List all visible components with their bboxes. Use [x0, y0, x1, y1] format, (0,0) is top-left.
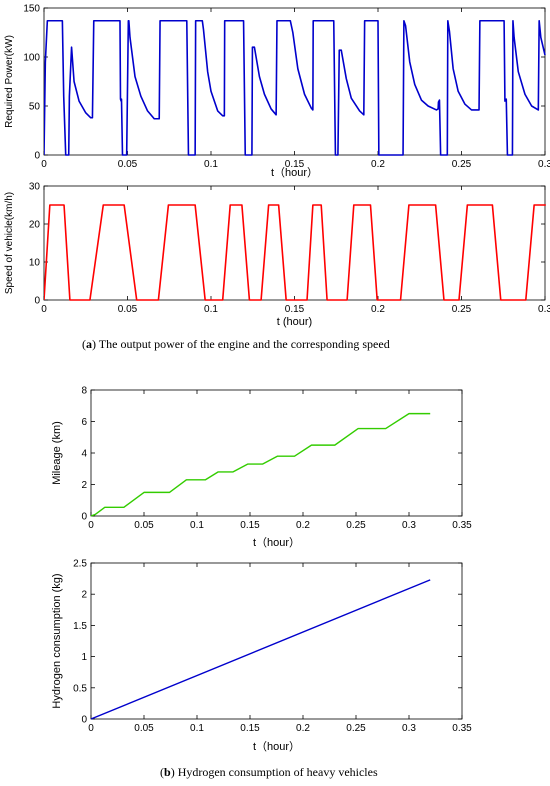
hydrogen-x-tick-label: 0.25 — [346, 723, 366, 734]
chart-speed: 0 0.05 0.1 0.15 0.2 0.25 0.3 0 10 20 30 t (hour) Spe… — [4, 182, 550, 329]
mileage-x-tick-label: 0.25 — [346, 520, 366, 531]
power-series-line — [44, 19, 546, 156]
power-x-tick-label: 0.05 — [118, 159, 138, 170]
hydrogen-y-tick-label: 2.5 — [73, 559, 87, 570]
speed-x-tick-label: 0.25 — [452, 304, 472, 315]
speed-x-tick-label: 0.2 — [371, 304, 385, 315]
hydrogen-x-tick-label: 0.15 — [240, 723, 260, 734]
hydrogen-y-tick-label: 0 — [81, 715, 87, 726]
hydrogen-y-tick-label: 0.5 — [73, 683, 87, 694]
power-y-tick-label: 100 — [23, 53, 40, 64]
chart-mileage: 0 0.05 0.1 0.15 0.2 0.25 0.3 0.35 0 2 4 6 8 t（hour） Mi… — [51, 386, 472, 550]
power-x-tick-label: 0.25 — [452, 159, 472, 170]
hydrogen-y-tick-label: 1.5 — [73, 621, 87, 632]
speed-y-tick-label: 20 — [29, 220, 41, 231]
mileage-x-tick-label: 0.2 — [296, 520, 310, 531]
power-x-axis-label: t（hour） — [271, 166, 318, 179]
caption-a-text: The output power of the engine and the c… — [99, 337, 390, 351]
speed-y-tick-label: 30 — [29, 182, 41, 193]
caption-a-letter: a — [86, 337, 92, 351]
mileage-y-tick-label: 0 — [81, 512, 87, 523]
hydrogen-x-tick-label: 0.35 — [452, 723, 472, 734]
mileage-y-tick-label: 2 — [81, 480, 87, 491]
caption-b: (b) Hydrogen consumption of heavy vehicl… — [160, 765, 378, 779]
power-x-tick-label: 0 — [41, 159, 47, 170]
speed-x-tick-label: 0 — [41, 304, 47, 315]
hydrogen-series-line — [91, 579, 431, 720]
plots-layer: 0 0.05 0.1 0.15 0.2 0.25 0.3050100150t（hour）Re… — [4, 4, 550, 754]
power-y-axis-label: Required Power(kW) — [4, 35, 15, 128]
speed-x-tick-label: 0.05 — [118, 304, 138, 315]
mileage-x-tick-label: 0 — [88, 520, 94, 531]
speed-y-tick-label: 0 — [34, 296, 40, 307]
chart-power: 0 0.05 0.1 0.15 0.2 0.25 0.3 0 50 100 150 t（hour） Re… — [4, 4, 550, 180]
mileage-y-tick-label: 4 — [81, 449, 87, 460]
hydrogen-x-tick-label: 0 — [88, 723, 94, 734]
speed-x-tick-label: 0.3 — [538, 304, 550, 315]
hydrogen-x-tick-label: 0.1 — [190, 723, 204, 734]
mileage-y-tick-label: 6 — [81, 417, 87, 428]
speed-x-tick-label: 0.15 — [285, 304, 305, 315]
mileage-x-tick-label: 0.3 — [402, 520, 416, 531]
caption-b-letter: b — [164, 765, 171, 779]
power-axes-frame — [43, 7, 546, 156]
mileage-x-tick-label: 0.05 — [134, 520, 154, 531]
hydrogen-x-tick-label: 0.3 — [402, 723, 416, 734]
mileage-x-axis-label: t（hour） — [253, 536, 300, 549]
chart-hydrogen: 0 0.05 0.1 0.15 0.2 0.25 0.3 0.35 0 0.5 1 1.5 2 2.5 t（… — [51, 559, 472, 754]
speed-axes-frame — [43, 185, 546, 301]
mileage-x-tick-label: 0.15 — [240, 520, 260, 531]
hydrogen-y-tick-label: 1 — [81, 652, 87, 663]
caption-b-text: Hydrogen consumption of heavy vehicles — [178, 765, 378, 779]
speed-y-axis-label: Speed of vehicle(km/h) — [4, 192, 15, 294]
speed-x-axis-label: t (hour) — [277, 316, 312, 328]
mileage-y-tick-label: 8 — [81, 386, 87, 397]
power-y-tick-label: 0 — [34, 151, 40, 162]
power-x-tick-label: 0.1 — [204, 159, 218, 170]
power-y-tick-label: 50 — [29, 102, 41, 113]
mileage-y-axis-label: Mileage (km) — [51, 421, 63, 485]
hydrogen-axes-frame — [90, 562, 463, 720]
power-x-tick-label: 0.3 — [538, 159, 550, 170]
speed-x-tick-label: 0.1 — [204, 304, 218, 315]
hydrogen-y-tick-label: 2 — [81, 590, 87, 601]
power-x-tick-label: 0.2 — [371, 159, 385, 170]
speed-series-line — [44, 204, 546, 301]
power-x-tick-label: 0.15 — [285, 159, 305, 170]
power-y-tick-label: 150 — [23, 4, 40, 15]
speed-y-tick-label: 10 — [29, 258, 41, 269]
hydrogen-y-axis-label: Hydrogen consumption (kg) — [51, 573, 63, 708]
caption-a: (a) The output power of the engine and t… — [82, 337, 390, 351]
mileage-series-line — [91, 412, 431, 517]
mileage-x-tick-label: 0.35 — [452, 520, 472, 531]
mileage-x-tick-label: 0.1 — [190, 520, 204, 531]
hydrogen-x-tick-label: 0.05 — [134, 723, 154, 734]
hydrogen-x-axis-label: t（hour） — [253, 740, 300, 753]
mileage-axes-frame — [90, 389, 463, 517]
hydrogen-x-tick-label: 0.2 — [296, 723, 310, 734]
